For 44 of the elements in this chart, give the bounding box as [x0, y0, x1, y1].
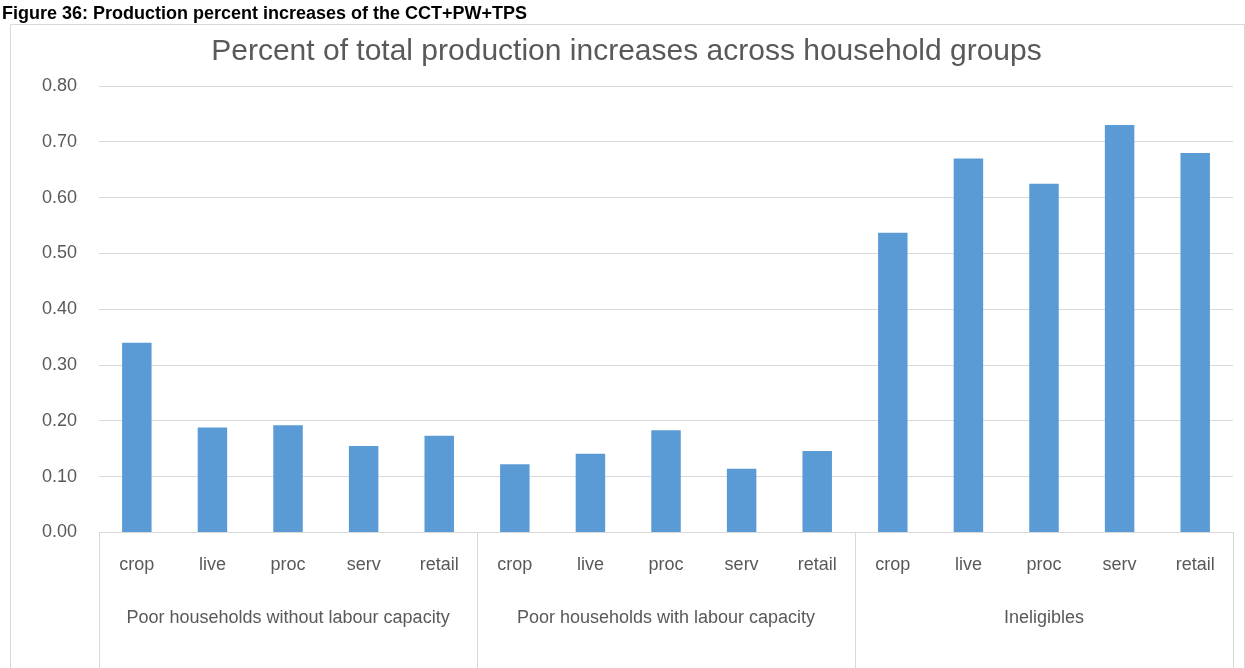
bar [575, 453, 606, 532]
x-tick-label: retail [1175, 554, 1215, 575]
bar [500, 464, 530, 532]
y-tick-label: 0.60 [41, 186, 78, 207]
chart-title: Percent of total production increases across household groups [211, 33, 1042, 67]
x-tick-label: serv [346, 554, 381, 575]
x-tick-label: retail [419, 554, 459, 575]
bar [726, 468, 757, 532]
x-tick-label: crop [497, 554, 533, 575]
caption: Figure 36: Production percent increases of the CCT+PW+TPS [2, 3, 528, 23]
y-tick-label: 0.70 [41, 130, 78, 151]
x-tick-label: proc [1026, 554, 1062, 575]
y-tick-label: 0.40 [41, 298, 78, 319]
x-tick-label: serv [724, 554, 759, 575]
bar [1104, 125, 1135, 532]
text: Ineligibles [1003, 606, 1085, 627]
bar [651, 430, 681, 532]
bar [122, 342, 152, 532]
bar [273, 425, 303, 532]
y-tick-label: 0.50 [41, 242, 78, 263]
x-tick-label: live [954, 554, 982, 575]
y-tick-label: 0.80 [41, 74, 78, 95]
x-tick-label: retail [797, 554, 837, 575]
bar [197, 427, 228, 532]
x-tick-label: proc [648, 554, 684, 575]
bar [953, 158, 984, 532]
x-tick-label: crop [119, 554, 155, 575]
bar [424, 435, 454, 532]
x-tick-label: proc [270, 554, 306, 575]
x-tick-label: live [198, 554, 226, 575]
y-tick-label: 0.20 [41, 409, 78, 430]
bar [878, 232, 908, 532]
bar [348, 445, 379, 532]
x-tick-label: live [576, 554, 604, 575]
y-tick-label: 0.30 [41, 353, 78, 374]
bar [1029, 183, 1059, 532]
y-tick-label: 0.10 [41, 465, 78, 486]
y-tick-label: 0.00 [41, 521, 78, 542]
text: Poor households without labour capacity [126, 606, 450, 627]
bar [1180, 152, 1210, 532]
x-tick-label: serv [1102, 554, 1137, 575]
bar [802, 450, 832, 532]
text: Poor households with labour capacity [516, 606, 816, 627]
x-tick-label: crop [875, 554, 911, 575]
